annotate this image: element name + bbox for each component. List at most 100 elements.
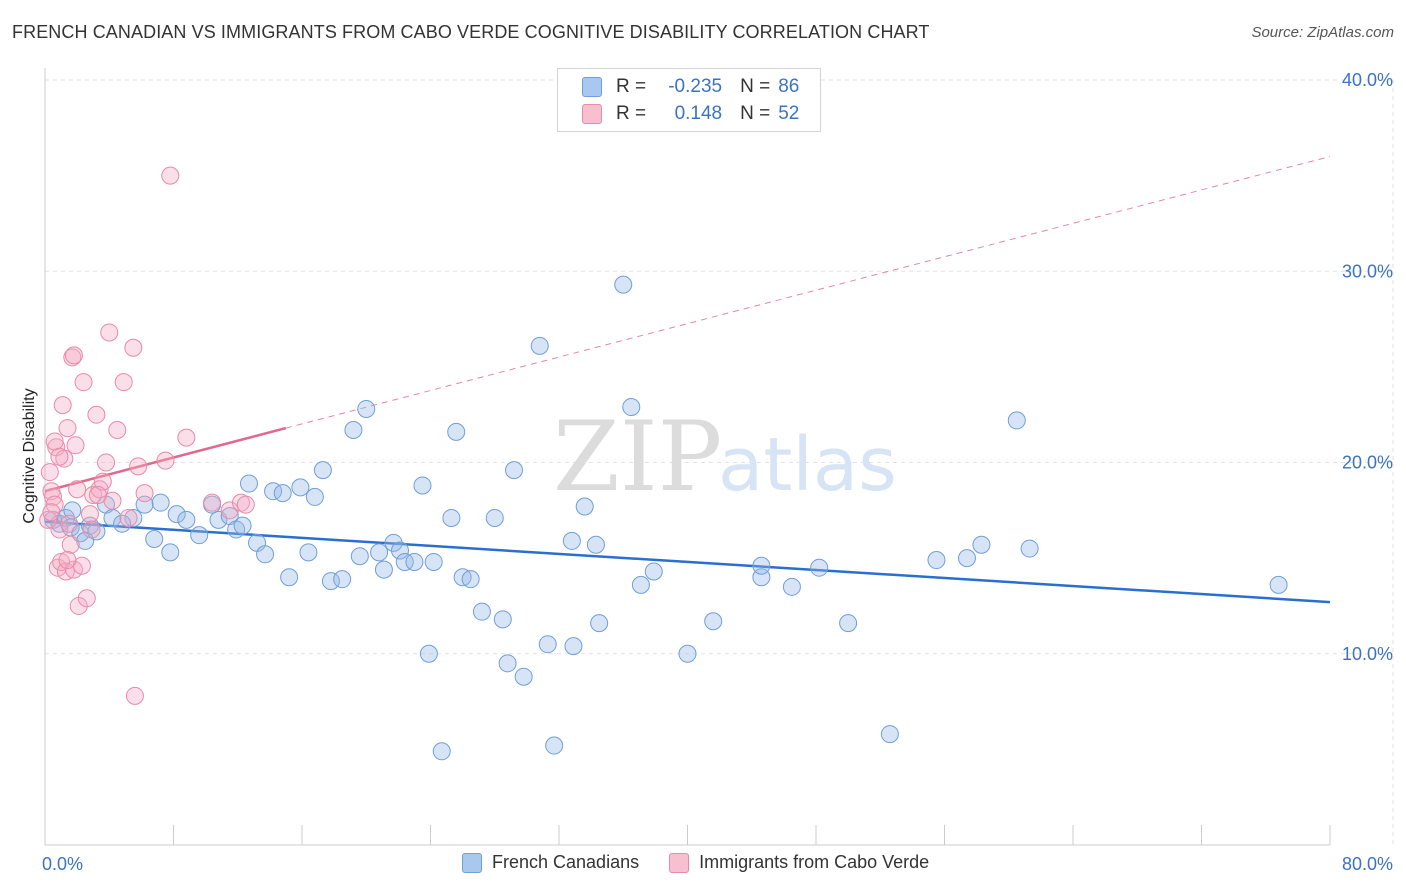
point-french-canadian	[575, 497, 594, 516]
legend-label: French Canadians	[492, 852, 640, 872]
n-label: N =	[740, 76, 771, 97]
point-french-canadian	[313, 461, 332, 480]
axes	[44, 68, 1331, 846]
point-cabo-verde	[80, 505, 99, 524]
point-cabo-verde	[40, 463, 59, 482]
point-french-canadian	[374, 560, 393, 579]
point-cabo-verde	[156, 451, 175, 470]
point-cabo-verde	[61, 535, 80, 554]
y-axis-label: Cognitive Disability	[21, 388, 38, 523]
point-cabo-verde	[89, 486, 108, 505]
point-french-canadian	[498, 654, 517, 673]
n-label: N =	[740, 103, 771, 124]
point-cabo-verde	[125, 686, 144, 705]
legend-label: Immigrants from Cabo Verde	[699, 852, 930, 872]
data-points	[39, 166, 1288, 761]
r-value: -0.235	[668, 76, 723, 97]
point-cabo-verde	[64, 346, 83, 365]
point-french-canadian	[442, 508, 461, 527]
point-french-canadian	[704, 612, 723, 631]
y-tick-label: 10.0%	[1342, 644, 1393, 664]
x-tick-label: 80.0%	[1342, 854, 1393, 874]
point-french-canadian	[752, 556, 771, 575]
point-cabo-verde	[108, 420, 127, 439]
point-french-canadian	[167, 505, 186, 524]
point-french-canadian	[530, 336, 549, 355]
point-cabo-verde	[135, 484, 154, 503]
point-french-canadian	[124, 508, 143, 527]
point-french-canadian	[631, 575, 650, 594]
legend-item-french-canadians[interactable]: French Canadians	[462, 852, 639, 873]
n-value: 86	[778, 76, 800, 97]
point-cabo-verde	[45, 432, 64, 451]
trend-lines	[44, 156, 1331, 604]
point-cabo-verde	[114, 373, 133, 392]
point-french-canadian	[350, 547, 369, 566]
point-french-canadian	[291, 478, 310, 497]
point-cabo-verde	[60, 514, 79, 533]
point-french-canadian	[151, 493, 170, 512]
point-cabo-verde	[124, 338, 143, 357]
point-cabo-verde	[97, 453, 116, 472]
point-french-canadian	[424, 552, 443, 571]
point-french-canadian	[447, 422, 466, 441]
watermark-zip: ZIP	[553, 401, 722, 513]
point-cabo-verde	[58, 551, 77, 570]
point-french-canadian	[1007, 411, 1026, 430]
r-label: R =	[616, 103, 647, 124]
y-tick-label: 20.0%	[1342, 453, 1393, 473]
point-french-canadian	[485, 508, 504, 527]
point-french-canadian	[333, 570, 352, 589]
point-french-canadian	[299, 543, 318, 562]
point-french-canadian	[1269, 575, 1288, 594]
y-tick-label: 30.0%	[1342, 261, 1393, 281]
point-french-canadian	[622, 398, 641, 417]
point-cabo-verde	[50, 447, 69, 466]
point-french-canadian	[586, 535, 605, 554]
point-french-canadian	[564, 637, 583, 656]
point-french-canadian	[810, 558, 829, 577]
point-french-canadian	[233, 516, 252, 535]
point-french-canadian	[305, 487, 324, 506]
point-cabo-verde	[177, 428, 196, 447]
point-french-canadian	[472, 602, 491, 621]
point-french-canadian	[880, 725, 899, 744]
point-french-canadian	[538, 635, 557, 654]
point-french-canadian	[927, 551, 946, 570]
n-value: 52	[778, 103, 800, 124]
point-cabo-verde	[100, 323, 119, 342]
point-cabo-verde	[203, 493, 222, 512]
point-cabo-verde	[58, 419, 77, 438]
point-french-canadian	[395, 552, 414, 571]
point-french-canadian	[321, 572, 340, 591]
legend-swatch-pink	[582, 104, 602, 124]
point-french-canadian	[384, 533, 403, 552]
point-french-canadian	[256, 545, 275, 564]
trend-line-cabo-verde	[44, 426, 287, 493]
point-french-canadian	[63, 501, 82, 520]
point-french-canadian	[782, 577, 801, 596]
point-cabo-verde	[44, 487, 63, 506]
point-cabo-verde	[82, 520, 101, 539]
legend-swatch-blue	[582, 77, 602, 97]
point-french-canadian	[190, 526, 209, 545]
point-french-canadian	[493, 610, 512, 629]
point-cabo-verde	[53, 396, 72, 415]
source-label: Source: ZipAtlas.com	[1251, 24, 1394, 41]
watermark-atlas: atlas	[718, 422, 897, 508]
point-cabo-verde	[66, 436, 85, 455]
point-french-canadian	[177, 510, 196, 529]
stats-row-cabo-verde: R = 0.148 N = 52	[582, 101, 799, 127]
point-french-canadian	[678, 644, 697, 663]
point-french-canadian	[413, 476, 432, 495]
r-label: R =	[616, 76, 647, 97]
point-french-canadian	[161, 543, 180, 562]
point-french-canadian	[562, 531, 581, 550]
point-french-canadian	[370, 543, 389, 562]
stats-row-french-canadians: R = -0.235 N = 86	[582, 74, 799, 100]
point-french-canadian	[432, 742, 451, 761]
point-cabo-verde	[87, 405, 106, 424]
legend-item-cabo-verde[interactable]: Immigrants from Cabo Verde	[669, 852, 929, 873]
point-french-canadian	[1020, 539, 1039, 558]
